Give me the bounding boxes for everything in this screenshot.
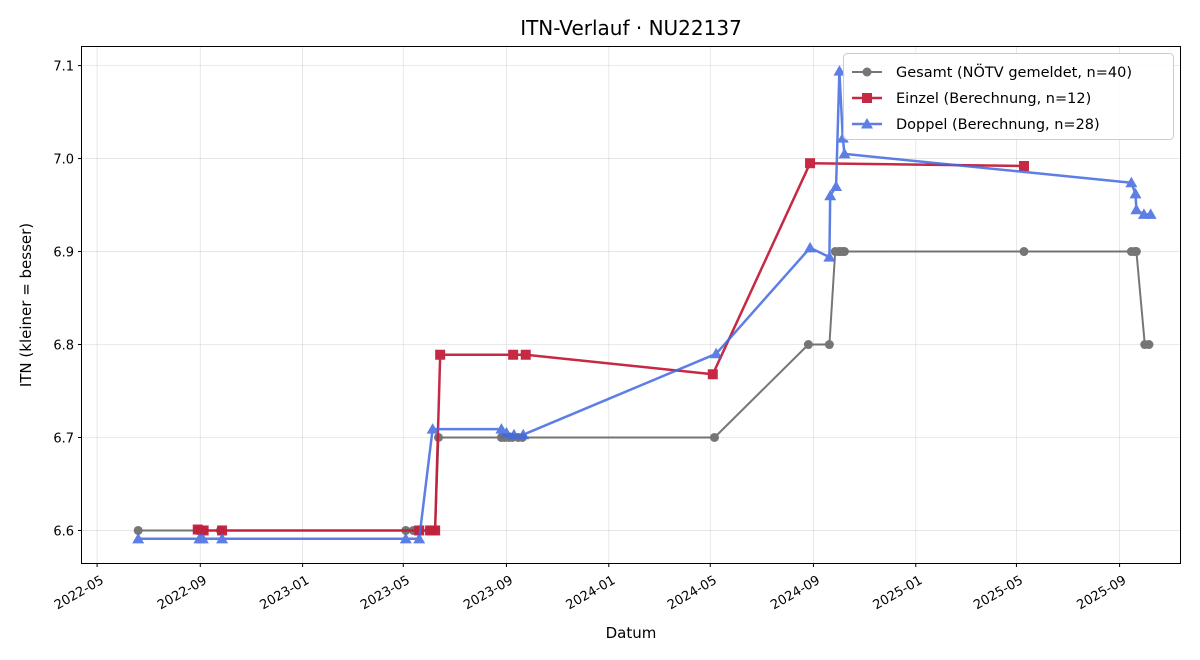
x-tick-label: 2024-09 bbox=[768, 573, 823, 613]
y-tick-label: 6.6 bbox=[53, 524, 74, 539]
y-tick-label: 6.9 bbox=[53, 246, 74, 261]
series-square bbox=[192, 158, 1029, 536]
x-tick-label: 2024-05 bbox=[665, 573, 720, 613]
data-point bbox=[836, 132, 849, 143]
x-tick-label: 2022-05 bbox=[52, 573, 107, 613]
legend-entry bbox=[852, 93, 882, 103]
data-point bbox=[435, 349, 446, 360]
data-point bbox=[839, 247, 849, 257]
data-point bbox=[803, 340, 813, 350]
data-point bbox=[838, 147, 851, 159]
y-tick-label: 6.8 bbox=[53, 339, 74, 354]
legend-label: Gesamt (NÖTV gemeldet, n=40) bbox=[896, 63, 1132, 81]
data-point bbox=[824, 189, 837, 201]
legend-marker bbox=[861, 118, 873, 129]
series-circle bbox=[133, 247, 1154, 535]
data-point bbox=[823, 251, 836, 262]
x-tick-label: 2023-09 bbox=[461, 573, 516, 613]
series-triangle bbox=[132, 65, 1157, 544]
x-axis-label: Datum bbox=[606, 624, 657, 642]
data-point bbox=[833, 65, 846, 76]
y-axis: 6.6 6.7 6.8 6.9 7.0 7.1 bbox=[53, 60, 82, 539]
data-point bbox=[133, 525, 143, 535]
series-layer bbox=[132, 65, 1157, 544]
x-axis: 2022-05 2022-09 2023-01 2023-05 2023-09 2024-… bbox=[52, 563, 1129, 613]
data-point bbox=[500, 426, 513, 438]
data-point bbox=[216, 532, 229, 544]
data-point bbox=[1144, 208, 1157, 219]
data-point bbox=[1130, 203, 1143, 215]
x-tick-label: 2023-01 bbox=[257, 573, 312, 613]
x-tick-label: 2023-05 bbox=[358, 573, 413, 613]
legend-label: Doppel (Berechnung, n=28) bbox=[896, 117, 1100, 133]
data-point bbox=[709, 432, 719, 442]
data-point bbox=[426, 423, 439, 434]
data-point bbox=[1125, 176, 1138, 188]
legend-marker bbox=[862, 93, 872, 103]
data-point bbox=[132, 532, 145, 544]
x-tick-label: 2025-01 bbox=[871, 573, 926, 613]
data-point bbox=[1019, 247, 1029, 257]
data-point bbox=[430, 525, 441, 536]
data-point bbox=[1131, 247, 1141, 257]
data-point bbox=[507, 428, 520, 440]
legend-frame bbox=[843, 53, 1174, 140]
x-tick-label: 2025-09 bbox=[1074, 573, 1129, 613]
data-point bbox=[707, 369, 718, 380]
legend-label: Einzel (Berechnung, n=12) bbox=[896, 91, 1091, 107]
legend-entry bbox=[852, 67, 882, 77]
data-point bbox=[413, 532, 426, 544]
chart-title: ITN-Verlauf · NU22137 bbox=[520, 16, 742, 40]
plot-frame bbox=[81, 46, 1181, 564]
y-tick-label: 7.1 bbox=[53, 60, 74, 75]
data-point bbox=[217, 525, 228, 536]
legend: Gesamt (NÖTV gemeldet, n=40) Einzel (Bere… bbox=[843, 53, 1174, 140]
y-axis-label: ITN (kleiner = besser) bbox=[17, 223, 35, 387]
y-tick-label: 7.0 bbox=[53, 153, 74, 168]
data-point bbox=[804, 241, 817, 253]
data-point bbox=[1144, 340, 1154, 350]
gridlines bbox=[82, 47, 1180, 563]
legend-marker bbox=[862, 67, 872, 77]
series-line bbox=[138, 250, 1149, 532]
data-point bbox=[517, 428, 530, 440]
data-point bbox=[198, 525, 209, 536]
data-point bbox=[425, 525, 436, 536]
x-tick-label: 2024-01 bbox=[564, 573, 619, 613]
legend-entry bbox=[852, 118, 882, 129]
x-tick-label: 2022-09 bbox=[155, 573, 210, 613]
data-point bbox=[1018, 161, 1029, 172]
data-point bbox=[192, 524, 203, 535]
data-point bbox=[399, 532, 412, 544]
data-point bbox=[710, 347, 723, 359]
data-point bbox=[1129, 187, 1142, 199]
data-point bbox=[196, 532, 209, 544]
series-line bbox=[138, 69, 1151, 541]
data-point bbox=[520, 349, 531, 360]
series-line bbox=[197, 161, 1025, 532]
data-point bbox=[805, 158, 816, 169]
x-tick-label: 2025-05 bbox=[971, 573, 1026, 613]
data-point bbox=[830, 180, 843, 191]
data-point bbox=[824, 340, 834, 350]
data-point bbox=[508, 349, 519, 360]
y-tick-label: 6.7 bbox=[53, 431, 74, 446]
